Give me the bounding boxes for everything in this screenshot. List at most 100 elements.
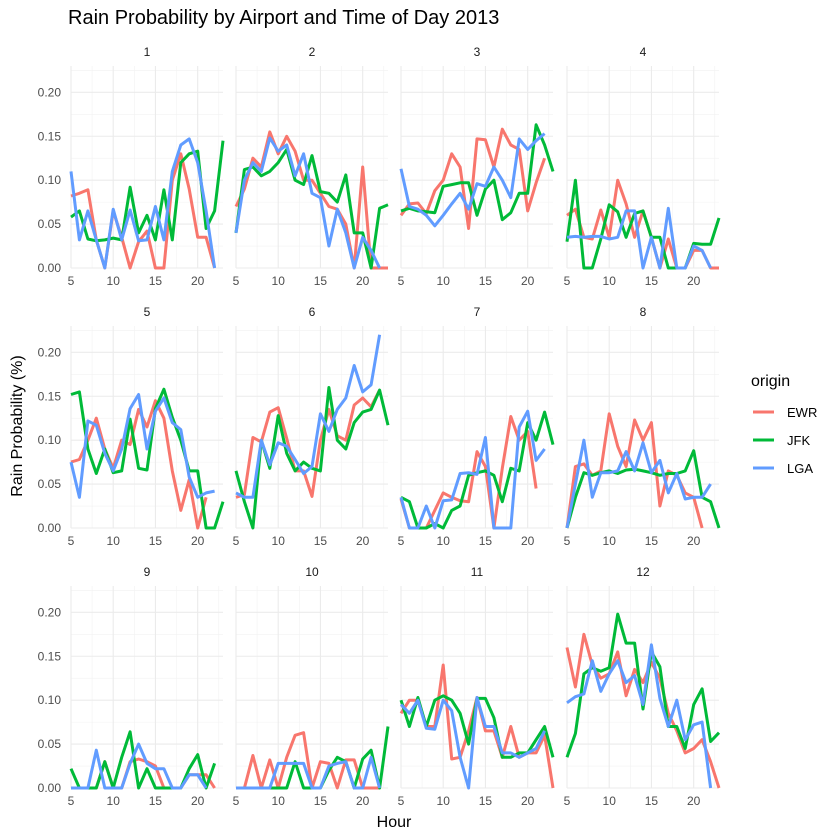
x-tick-label: 20 <box>191 794 205 808</box>
facet-panel-3: 3 5 10 15 20 <box>398 45 555 288</box>
y-tick-label: 0.00 <box>38 781 62 795</box>
facet-strip-label: 8 <box>640 305 647 319</box>
x-tick-label: 10 <box>603 534 617 548</box>
series-line-lga <box>71 742 208 790</box>
series-line-lga <box>566 206 712 270</box>
facet-strip-label: 6 <box>309 305 316 319</box>
chart-title: Rain Probability by Airport and Time of … <box>68 7 499 29</box>
x-tick-label: 5 <box>398 794 405 808</box>
x-tick-label: 15 <box>479 534 493 548</box>
series-line-jfk <box>70 387 225 530</box>
x-tick-label: 15 <box>479 274 493 288</box>
facet-strip-label: 11 <box>471 565 484 579</box>
x-tick-label: 10 <box>272 274 286 288</box>
series-line-jfk <box>234 147 389 270</box>
x-tick-label: 20 <box>687 534 701 548</box>
facet-strip-label: 2 <box>309 45 316 59</box>
series-line-ewr <box>70 152 217 270</box>
x-tick-label: 5 <box>233 534 240 548</box>
x-tick-label: 5 <box>68 534 75 548</box>
x-tick-label: 20 <box>687 274 701 288</box>
facet-panels: 15 10 15 20 0.00 0.05 0.10 0.15 0.20 2 5 10 15 20 3 5 10… <box>38 45 721 808</box>
x-axis-title: Hour <box>377 814 412 831</box>
x-tick-label: 20 <box>521 534 535 548</box>
facet-strip-label: 12 <box>636 565 650 579</box>
x-tick-label: 10 <box>107 794 121 808</box>
y-tick-label: 0.10 <box>38 433 62 447</box>
x-tick-label: 20 <box>521 794 535 808</box>
y-tick-label: 0.15 <box>38 129 62 143</box>
y-tick-label: 0.20 <box>38 85 62 99</box>
x-tick-label: 15 <box>479 794 493 808</box>
facet-strip-label: 5 <box>144 305 151 319</box>
x-tick-label: 5 <box>233 794 240 808</box>
facet-strip-label: 10 <box>305 565 319 579</box>
x-tick-label: 15 <box>149 794 163 808</box>
series-line-lga <box>69 137 217 270</box>
series-line-lga <box>399 409 546 530</box>
series-line-ewr <box>70 399 208 530</box>
facet-panel-1: 15 10 15 200.000.050.100.150.20 <box>38 45 225 288</box>
y-tick-label: 0.05 <box>38 737 62 751</box>
x-tick-label: 20 <box>356 274 370 288</box>
x-tick-label: 15 <box>645 794 659 808</box>
x-tick-label: 15 <box>645 274 659 288</box>
x-tick-label: 10 <box>603 274 617 288</box>
x-tick-label: 5 <box>68 274 75 288</box>
y-axis-title: Rain Probability (%) <box>9 355 26 496</box>
legend: origin EWR JFK LGA <box>751 373 817 476</box>
legend-title: origin <box>751 373 790 390</box>
y-tick-label: 0.15 <box>38 649 62 663</box>
facet-panel-4: 4 5 10 15 20 <box>564 45 721 288</box>
x-tick-label: 20 <box>521 274 535 288</box>
x-tick-label: 15 <box>645 534 659 548</box>
x-tick-label: 15 <box>149 274 163 288</box>
x-tick-label: 10 <box>272 534 286 548</box>
series-line-lga <box>234 136 381 270</box>
facet-strip-label: 7 <box>474 305 481 319</box>
facet-panel-9: 9 5 10 15 20 0.00 0.05 0.10 0.15 0.20 <box>38 565 223 808</box>
series-line-ewr <box>236 731 380 790</box>
series-line-lga <box>566 643 713 789</box>
x-tick-label: 10 <box>107 534 121 548</box>
y-tick-label: 0.10 <box>38 693 62 707</box>
x-tick-label: 20 <box>191 534 205 548</box>
x-tick-label: 20 <box>356 534 370 548</box>
y-tick-label: 0.15 <box>38 389 62 403</box>
series-line-jfk <box>565 178 721 270</box>
legend-label-jfk: JFK <box>787 433 810 448</box>
facet-panel-8: 8 5 10 15 20 <box>564 305 721 548</box>
facet-strip-label: 3 <box>474 45 481 59</box>
series-line-lga <box>565 438 712 529</box>
y-tick-label: 0.20 <box>38 605 62 619</box>
x-tick-label: 5 <box>564 274 571 288</box>
facet-panel-6: 6 5 10 15 20 <box>233 305 390 548</box>
x-tick-label: 20 <box>356 794 370 808</box>
x-tick-label: 15 <box>314 274 328 288</box>
x-tick-label: 15 <box>149 534 163 548</box>
y-tick-label: 0.00 <box>38 521 62 535</box>
x-tick-label: 10 <box>603 794 617 808</box>
series-line-lga <box>399 696 546 790</box>
series-line-lga <box>236 755 382 790</box>
y-tick-label: 0.10 <box>38 173 62 187</box>
x-tick-label: 5 <box>233 274 240 288</box>
y-tick-label: 0.05 <box>38 477 62 491</box>
series-line-jfk <box>69 730 217 790</box>
series-line-jfk <box>565 612 721 758</box>
x-tick-label: 10 <box>437 534 451 548</box>
x-tick-label: 15 <box>314 534 328 548</box>
y-tick-label: 0.05 <box>38 217 62 231</box>
facet-panel-10: 10 5 10 15 20 <box>233 565 390 808</box>
x-tick-label: 10 <box>107 274 121 288</box>
series-line-jfk <box>400 123 555 222</box>
facet-panel-11: 11 5 10 15 20 <box>398 565 555 808</box>
x-tick-label: 15 <box>314 794 328 808</box>
series-line-ewr <box>565 632 721 789</box>
legend-label-ewr: EWR <box>787 405 817 420</box>
x-tick-label: 5 <box>564 534 571 548</box>
x-tick-label: 5 <box>564 794 571 808</box>
facet-panel-2: 2 5 10 15 20 <box>233 45 389 288</box>
y-tick-label: 0.20 <box>38 345 62 359</box>
